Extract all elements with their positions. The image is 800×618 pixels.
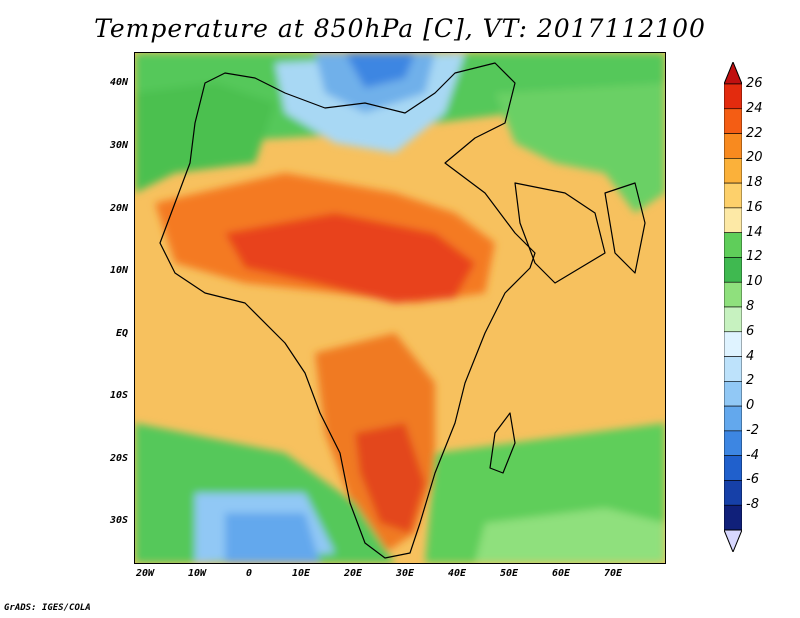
colorbar-swatch	[724, 207, 742, 233]
colorbar-swatch	[724, 405, 742, 432]
colorbar-swatch	[724, 306, 742, 333]
colorbar-label: -6	[746, 472, 759, 488]
lon-label: 40E	[447, 568, 467, 579]
colorbar-swatch	[724, 158, 742, 184]
lat-label: 20S	[109, 453, 128, 464]
lat-label: 30N	[109, 140, 128, 151]
lon-label: 20E	[343, 568, 363, 579]
colorbar-label: 24	[746, 100, 763, 116]
lat-label: 30S	[109, 515, 128, 526]
lat-label: 10N	[109, 265, 128, 276]
colorbar-label: 0	[746, 398, 755, 414]
colorbar-label: 8	[746, 299, 755, 314]
lat-label: EQ	[115, 328, 128, 339]
temperature-field	[135, 53, 665, 563]
colorbar-swatch	[724, 504, 742, 531]
colorbar-swatch	[724, 480, 742, 506]
colorbar-swatch	[724, 182, 742, 209]
colorbar-label: 4	[746, 348, 755, 364]
colorbar-swatch	[724, 83, 742, 110]
colorbar-over-triangle	[724, 62, 742, 85]
lon-label: 10W	[187, 568, 207, 579]
lon-label: 70E	[603, 568, 623, 579]
temperature-map	[134, 52, 666, 564]
colorbar-label: -4	[746, 447, 759, 463]
lon-label: 20W	[135, 568, 155, 579]
lat-label: 20N	[109, 203, 128, 214]
lat-label: 10S	[109, 390, 128, 401]
colorbar-swatch	[724, 257, 742, 283]
colorbar-under-triangle	[724, 529, 742, 552]
colorbar-label: 10	[746, 274, 763, 290]
colorbar-swatch	[724, 108, 742, 134]
lon-label: 10E	[291, 568, 311, 579]
colorbar-label: 2	[746, 373, 755, 389]
lat-label: 40N	[109, 77, 128, 88]
lon-label: 30E	[395, 568, 415, 579]
colorbar-label: 16	[746, 199, 763, 215]
colorbar-label: 14	[746, 224, 763, 240]
colorbar-label: 6	[746, 323, 755, 339]
colorbar-swatch	[724, 430, 742, 456]
colorbar-label: 22	[746, 125, 763, 141]
lon-label: 60E	[551, 568, 571, 579]
colorbar-label: -8	[746, 497, 759, 513]
map-title: Temperature at 850hPa [C], VT: 201711210…	[94, 14, 706, 43]
colorbar-label: 18	[746, 175, 763, 191]
colorbar-label: 20	[746, 150, 763, 166]
colorbar-swatch	[724, 331, 742, 357]
lon-label: 0	[245, 568, 253, 579]
colorbar-swatch	[724, 455, 742, 481]
colorbar-label: -2	[746, 422, 759, 438]
colorbar-swatch	[724, 281, 742, 308]
colorbar-swatch	[724, 381, 742, 407]
colorbar-swatch	[724, 232, 742, 258]
colorbar	[724, 62, 742, 552]
colorbar-swatch	[724, 356, 742, 382]
colorbar-swatch	[724, 133, 742, 159]
lon-label: 50E	[499, 568, 519, 579]
footer-credit: GrADS: IGES/COLA	[4, 603, 91, 613]
colorbar-label: 12	[746, 249, 763, 265]
colorbar-label: 26	[746, 76, 763, 91]
